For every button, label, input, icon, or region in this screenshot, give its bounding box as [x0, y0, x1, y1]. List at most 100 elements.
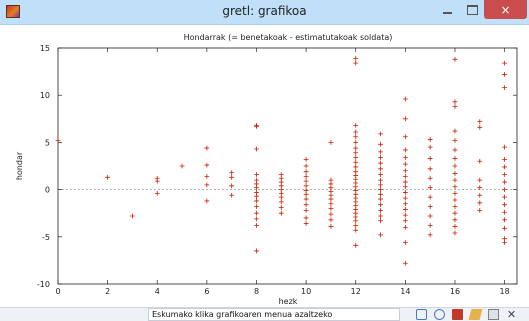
data-point [229, 174, 235, 180]
data-point [452, 217, 458, 223]
data-point [427, 185, 433, 191]
data-point [477, 207, 483, 213]
data-point [303, 178, 309, 184]
data-point [204, 182, 210, 188]
data-point [502, 209, 507, 215]
data-point [378, 218, 383, 224]
plot-area[interactable]: Hondarrak (= benetakoak - estimatutakoak… [0, 25, 529, 307]
data-point [254, 172, 259, 177]
data-point [328, 206, 334, 211]
data-point [452, 230, 458, 236]
x-tick-label: 18 [500, 287, 510, 296]
data-point [378, 213, 383, 219]
maximize-button[interactable] [461, 0, 483, 19]
target-icon[interactable] [434, 309, 445, 320]
x-axis-label: hezk [279, 297, 298, 306]
x-tick-label: 12 [351, 287, 361, 296]
data-point [378, 155, 383, 160]
data-point [378, 207, 383, 213]
data-point [378, 160, 383, 166]
data-point [254, 204, 259, 209]
data-point [353, 227, 359, 233]
y-tick-label: 0 [45, 186, 50, 195]
data-point [427, 232, 433, 238]
data-point [452, 163, 458, 169]
plot-frame [57, 47, 518, 285]
edit-icon[interactable] [468, 309, 483, 320]
data-point [353, 242, 359, 248]
data-point [254, 248, 259, 254]
title-bar: gretl: grafikoa × [0, 0, 529, 25]
data-point [303, 215, 309, 221]
data-point [502, 179, 507, 185]
zoom-icon[interactable] [416, 309, 427, 320]
data-point [402, 224, 408, 230]
data-point [353, 140, 359, 145]
data-point [427, 213, 433, 219]
x-tick-label: 8 [254, 287, 259, 296]
data-point [154, 178, 160, 184]
data-point [229, 192, 235, 198]
data-point [402, 195, 408, 201]
data-point [452, 99, 458, 105]
data-point [328, 196, 334, 202]
pdf-icon[interactable] [452, 309, 463, 320]
data-point [402, 155, 408, 160]
data-point [502, 225, 507, 231]
data-point [278, 205, 284, 210]
data-point [254, 193, 259, 199]
data-point [303, 173, 309, 179]
x-tick-label: 4 [155, 287, 160, 296]
data-point [353, 129, 359, 135]
y-axis: -10 -5 0 5 10 15 [37, 44, 517, 289]
data-point [502, 85, 507, 91]
data-point [402, 218, 408, 224]
close-graph-icon[interactable]: ✕ [506, 308, 517, 321]
data-point [402, 212, 408, 218]
x-tick-label: 0 [55, 287, 60, 296]
scatter-plot[interactable]: Hondarrak (= benetakoak - estimatutakoak… [0, 25, 529, 307]
data-point [477, 185, 483, 191]
data-point [303, 191, 309, 197]
data-point [502, 240, 507, 245]
close-button[interactable]: × [484, 0, 527, 19]
data-point [254, 223, 259, 228]
x-tick-label: 14 [400, 287, 410, 296]
data-point [402, 201, 408, 207]
data-point [402, 168, 408, 174]
data-point [179, 163, 185, 169]
data-point [204, 145, 210, 151]
data-point [353, 218, 359, 224]
y-tick-label: -5 [42, 233, 50, 242]
minimize-icon [442, 11, 452, 14]
data-point [254, 210, 259, 216]
data-point [502, 144, 507, 150]
data-point [204, 173, 210, 179]
data-point [452, 156, 458, 161]
data-point [378, 166, 383, 172]
data-point [353, 55, 359, 61]
data-point [303, 156, 309, 162]
data-point [402, 96, 408, 102]
data-point [452, 177, 458, 183]
data-point [328, 211, 334, 217]
minimize-button[interactable] [436, 0, 458, 19]
data-point [502, 172, 507, 177]
data-point [254, 216, 259, 222]
data-point [402, 134, 408, 140]
data-point [402, 179, 408, 185]
data-point [378, 187, 383, 192]
y-tick-label: 15 [40, 44, 50, 53]
data-point [427, 223, 433, 228]
x-axis: 0 2 4 6 8 10 12 14 16 18 [55, 48, 510, 296]
data-point [353, 123, 359, 128]
data-point [452, 184, 458, 190]
data-point [452, 171, 458, 176]
print-icon[interactable] [488, 309, 499, 320]
data-point [254, 198, 259, 204]
data-point [402, 184, 408, 190]
data-point [204, 198, 210, 204]
maximize-icon [466, 4, 478, 15]
data-point [278, 210, 284, 216]
data-point [303, 169, 309, 175]
